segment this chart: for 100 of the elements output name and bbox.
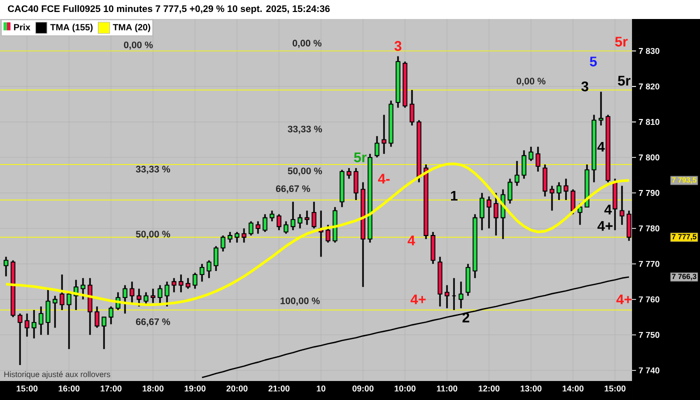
candlestick — [480, 192, 484, 231]
candlestick — [262, 213, 268, 233]
annotation: 5r — [618, 76, 630, 86]
y-tick-label: 7 750 — [638, 332, 660, 338]
candlestick — [556, 181, 562, 201]
y-tick-label: 7 800 — [638, 154, 660, 160]
x-tick-label: 16:00 — [58, 386, 80, 392]
x-tick-label: 21:00 — [268, 386, 290, 392]
candlestick — [410, 89, 414, 126]
x-tick-label: 18:00 — [142, 386, 164, 392]
annotation: 4+ — [410, 294, 426, 304]
candlestick — [228, 231, 232, 244]
y-tick-label: 7 760 — [638, 296, 660, 302]
candlestick — [276, 213, 282, 231]
candlestick — [150, 288, 156, 304]
x-tick-label: 17:00 — [100, 386, 122, 392]
candlestick — [536, 146, 540, 172]
candlestick — [18, 312, 22, 366]
candlestick — [24, 312, 30, 338]
candlestick — [102, 316, 106, 350]
candlestick — [564, 178, 568, 201]
candlestick — [80, 277, 86, 300]
y-tick-label: 7 830 — [638, 48, 660, 54]
candlestick — [206, 260, 212, 279]
candlestick — [290, 200, 296, 231]
candlestick — [200, 263, 204, 282]
annotation: 0,00 % — [516, 78, 546, 86]
annotation: 100,00 % — [280, 297, 320, 306]
candlestick — [52, 295, 58, 329]
candlestick — [486, 196, 492, 230]
candlestick — [354, 167, 358, 201]
candlestick — [108, 306, 114, 326]
annotation: 4 — [408, 236, 416, 246]
x-tick-label: 15:00 — [16, 386, 38, 392]
candlestick — [578, 202, 582, 226]
candlestick — [66, 291, 72, 350]
candlestick — [494, 192, 498, 236]
x-tick-label: 12:00 — [478, 386, 500, 392]
annotation: 4 — [597, 142, 605, 152]
candlestick — [382, 114, 386, 155]
candlestick — [214, 245, 218, 272]
candlestick — [32, 309, 36, 340]
candlestick — [192, 272, 198, 290]
candlestick — [528, 146, 534, 162]
legend-label: Prix — [14, 24, 30, 30]
candlestick — [284, 220, 288, 235]
annotation: 66,67 % — [136, 318, 170, 326]
legend-label: TMA (155) — [50, 24, 93, 32]
annotation: 1 — [451, 190, 458, 201]
annotation: 33,33 % — [136, 166, 170, 174]
x-tick-label: 10 — [316, 386, 326, 392]
candlestick — [508, 178, 512, 204]
annotation: 5r — [354, 152, 367, 162]
x-tick-label: 10:00 — [394, 386, 416, 392]
candlestick — [178, 274, 184, 294]
candlestick — [550, 185, 554, 212]
y-tick-label: 7 770 — [638, 260, 660, 267]
annotation: 50,00 % — [136, 230, 170, 239]
annotation: 4+ — [597, 221, 613, 231]
annotation: 5r — [615, 36, 628, 47]
x-tick-label: 11:00 — [436, 386, 458, 392]
annotation: 4 — [604, 204, 612, 214]
x-tick-label: 20:00 — [226, 386, 248, 392]
candlestick — [298, 213, 302, 230]
y-tick-label: 7 810 — [638, 118, 660, 125]
annotation: 50,00 % — [288, 168, 322, 176]
y-tick-label: 7 780 — [638, 225, 660, 232]
annotation: 5 — [590, 56, 597, 66]
candlestick — [130, 280, 134, 304]
x-tick-label: 09:00 — [352, 386, 374, 392]
candlestick — [144, 291, 148, 306]
candlestick — [304, 210, 310, 226]
candlestick — [46, 288, 50, 336]
legend-label: TMA (20) — [112, 24, 150, 32]
chart-title: CAC40 FCE Full0925 10 minutes 7 777,5 +0,29 % 10 sept. 2025, 15:24:36 — [8, 5, 330, 14]
candlestick — [94, 306, 100, 329]
candlestick — [38, 306, 44, 336]
candlestick — [346, 167, 352, 180]
candlestick — [158, 284, 162, 304]
annotation: 33,33 % — [288, 126, 322, 134]
candlestick — [4, 256, 8, 278]
candlestick — [444, 284, 450, 310]
annotation: 66,67 % — [276, 185, 310, 194]
annotation: 0,00 % — [292, 40, 322, 48]
candlestick — [542, 164, 548, 198]
x-tick-label: 13:00 — [520, 386, 542, 392]
candlestick — [220, 234, 226, 252]
x-tick-label: 15:00 — [604, 386, 626, 392]
candlestick — [598, 90, 604, 126]
candlestick — [136, 288, 142, 308]
candlestick — [326, 224, 330, 244]
y-tick-label: 7 740 — [638, 367, 660, 374]
candlestick — [164, 280, 170, 308]
candlestick — [234, 231, 240, 244]
candlestick — [522, 150, 526, 180]
candlestick — [248, 220, 254, 236]
candlestick — [458, 280, 464, 310]
candlestick — [186, 277, 190, 290]
y-tick-label: 7 820 — [638, 83, 660, 90]
annotation: 3 — [581, 81, 588, 92]
